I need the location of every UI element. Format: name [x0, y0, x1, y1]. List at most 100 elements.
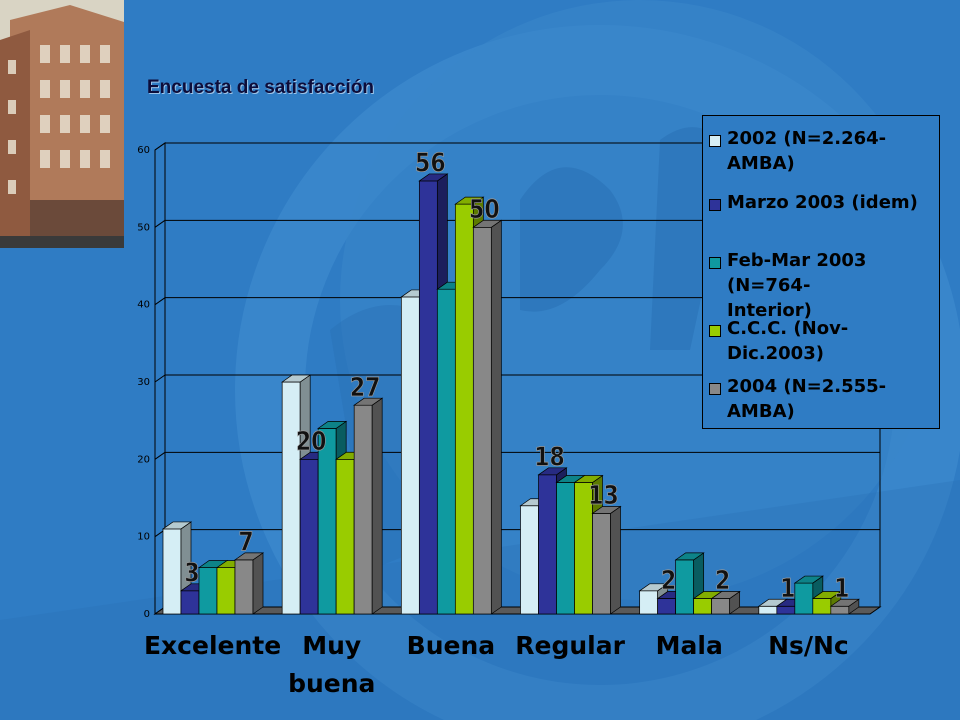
- bar-excelente-s3: [198, 567, 218, 615]
- y-tick-label: 10: [137, 532, 150, 543]
- bar-top: [674, 552, 705, 561]
- bar-top: [472, 219, 503, 228]
- y-tick-label: 0: [144, 609, 150, 620]
- gridline-depth: [154, 142, 166, 151]
- bar-muy-buena-s2: [299, 458, 319, 615]
- bar-ns-nc-s4: [812, 598, 832, 615]
- legend-swatch: [709, 383, 721, 395]
- bar-side: [371, 397, 383, 615]
- bar-top: [638, 583, 669, 592]
- legend-label-line: Interior): [727, 300, 812, 321]
- bar-mala-s4: [693, 598, 713, 615]
- data-label: 7: [238, 527, 253, 557]
- bar-top: [573, 475, 604, 483]
- data-label: 1: [834, 573, 849, 603]
- bar-side: [490, 219, 502, 615]
- bar-top: [537, 467, 568, 476]
- gridline-depth: [154, 219, 166, 228]
- bar-excelente-s1: [162, 528, 182, 615]
- bar-muy-buena-s4: [335, 458, 355, 615]
- bar-buena-s4: [454, 203, 474, 615]
- legend-swatch: [709, 199, 721, 211]
- data-label: 50: [469, 194, 500, 224]
- category-label: Excelente: [144, 631, 281, 660]
- building-photo: [0, 0, 124, 248]
- legend-label: 2004 (N=2.555-AMBA): [727, 374, 939, 424]
- data-label: 13: [588, 480, 619, 510]
- slide-title: Encuesta de satisfacción: [147, 77, 375, 98]
- legend-label-line: 2002 (N=2.264-AMBA): [727, 128, 887, 174]
- bar-regular-s1: [520, 505, 539, 615]
- bar-top: [418, 173, 449, 182]
- data-label: 18: [534, 442, 565, 472]
- legend-label: 2002 (N=2.264-AMBA): [727, 126, 939, 176]
- gridline-depth: [154, 451, 166, 460]
- bar-regular-s2: [538, 474, 557, 615]
- legend-swatch: [709, 135, 721, 147]
- category-label: buena: [288, 669, 375, 698]
- legend-label: C.C.C. (Nov-Dic.2003): [727, 316, 939, 366]
- bar-top: [281, 374, 312, 383]
- y-tick-label: 30: [137, 377, 150, 388]
- bar-muy-buena-s1: [281, 381, 301, 615]
- bar-ns-nc-s1: [758, 605, 778, 615]
- legend-swatch: [709, 257, 721, 269]
- data-label: 1: [780, 573, 795, 603]
- bar-regular-s3: [556, 482, 575, 615]
- bar-buena-s5: [472, 226, 492, 615]
- category-label: Regular: [515, 631, 625, 660]
- bar-ns-nc-s2: [776, 605, 796, 615]
- data-label: 2: [661, 565, 676, 595]
- bar-side: [610, 505, 621, 615]
- bar-top: [317, 421, 348, 429]
- bar-top: [710, 591, 741, 599]
- legend-label-line: Feb-Mar 2003 (N=764-: [727, 250, 867, 296]
- bar-top: [353, 397, 384, 406]
- data-label: 56: [415, 148, 446, 178]
- bar-top: [811, 591, 842, 599]
- legend-label: Feb-Mar 2003 (N=764- Interior): [727, 248, 939, 323]
- bar-top: [454, 196, 485, 205]
- bar-ns-nc-s3: [794, 582, 814, 615]
- y-tick-label: 40: [137, 300, 150, 311]
- category-label: Buena: [407, 631, 495, 660]
- bar-ns-nc-s5: [830, 605, 850, 615]
- bar-buena-s1: [400, 296, 420, 615]
- y-tick-label: 50: [137, 222, 150, 233]
- bar-excelente-s5: [234, 559, 254, 615]
- legend-label-line: Marzo 2003 (idem): [727, 192, 918, 213]
- bar-muy-buena-s5: [353, 404, 373, 615]
- legend-label-line: C.C.C. (Nov-Dic.2003): [727, 318, 849, 364]
- bar-excelente-s4: [216, 567, 236, 615]
- bar-mala-s2: [657, 598, 677, 615]
- bar-mala-s3: [675, 559, 695, 615]
- bar-regular-s5: [592, 513, 611, 615]
- gridline-depth: [154, 374, 166, 383]
- data-label: 20: [296, 426, 327, 456]
- y-tick-label: 60: [137, 145, 150, 156]
- bar-top: [829, 598, 860, 607]
- legend-label-line: 2004 (N=2.555-AMBA): [727, 376, 887, 422]
- chart-legend: 2002 (N=2.264-AMBA) Marzo 2003 (idem) Feb-…: [702, 115, 940, 429]
- legend-swatch: [709, 325, 721, 337]
- category-label: Ns/Nc: [768, 631, 849, 660]
- data-label: 27: [350, 372, 381, 402]
- bar-side: [252, 552, 264, 615]
- bar-top: [161, 521, 193, 530]
- bar-excelente-s2: [180, 590, 200, 615]
- bar-mala-s1: [639, 590, 659, 615]
- category-label: Mala: [656, 631, 723, 660]
- legend-label: Marzo 2003 (idem): [727, 190, 939, 215]
- bar-top: [793, 575, 824, 584]
- y-tick-label: 20: [137, 454, 150, 465]
- bar-mala-s5: [711, 598, 731, 615]
- gridline-depth: [154, 297, 166, 306]
- bar-buena-s2: [418, 180, 438, 615]
- bar-top: [233, 552, 265, 561]
- category-label: Muy: [302, 631, 361, 660]
- data-label: 2: [715, 565, 730, 595]
- data-label: 3: [184, 558, 199, 588]
- bar-top: [591, 506, 622, 514]
- bar-buena-s3: [436, 288, 456, 615]
